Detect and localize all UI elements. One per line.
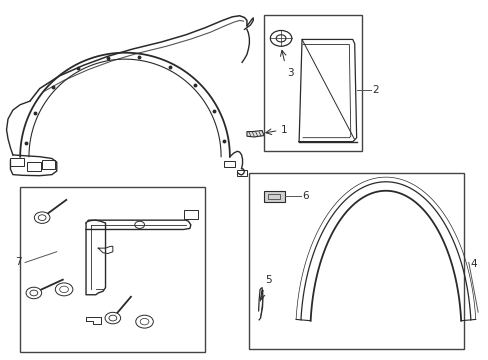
Circle shape [60,286,68,293]
Circle shape [276,35,285,42]
Text: 5: 5 [264,275,271,285]
Circle shape [55,283,73,296]
Circle shape [270,31,291,46]
Circle shape [136,315,153,328]
Text: 7: 7 [15,257,22,267]
Text: 4: 4 [469,258,476,269]
Circle shape [26,287,41,299]
Bar [183,210,198,219]
Bar [27,162,41,171]
Bar [10,158,23,166]
Circle shape [109,315,117,321]
Bar [236,170,247,176]
Bar [20,187,205,352]
Circle shape [105,312,121,324]
Circle shape [30,290,38,296]
Text: 6: 6 [302,191,308,201]
Bar [41,160,55,169]
Polygon shape [246,131,264,137]
Text: 2: 2 [371,85,378,95]
Circle shape [34,212,50,224]
Bar [224,161,234,167]
Bar [263,191,285,202]
Bar [268,194,280,199]
Bar [264,15,361,151]
Text: 1: 1 [281,125,287,135]
Bar [249,173,463,348]
Circle shape [140,319,149,325]
Text: 3: 3 [286,68,293,78]
Circle shape [38,215,46,221]
